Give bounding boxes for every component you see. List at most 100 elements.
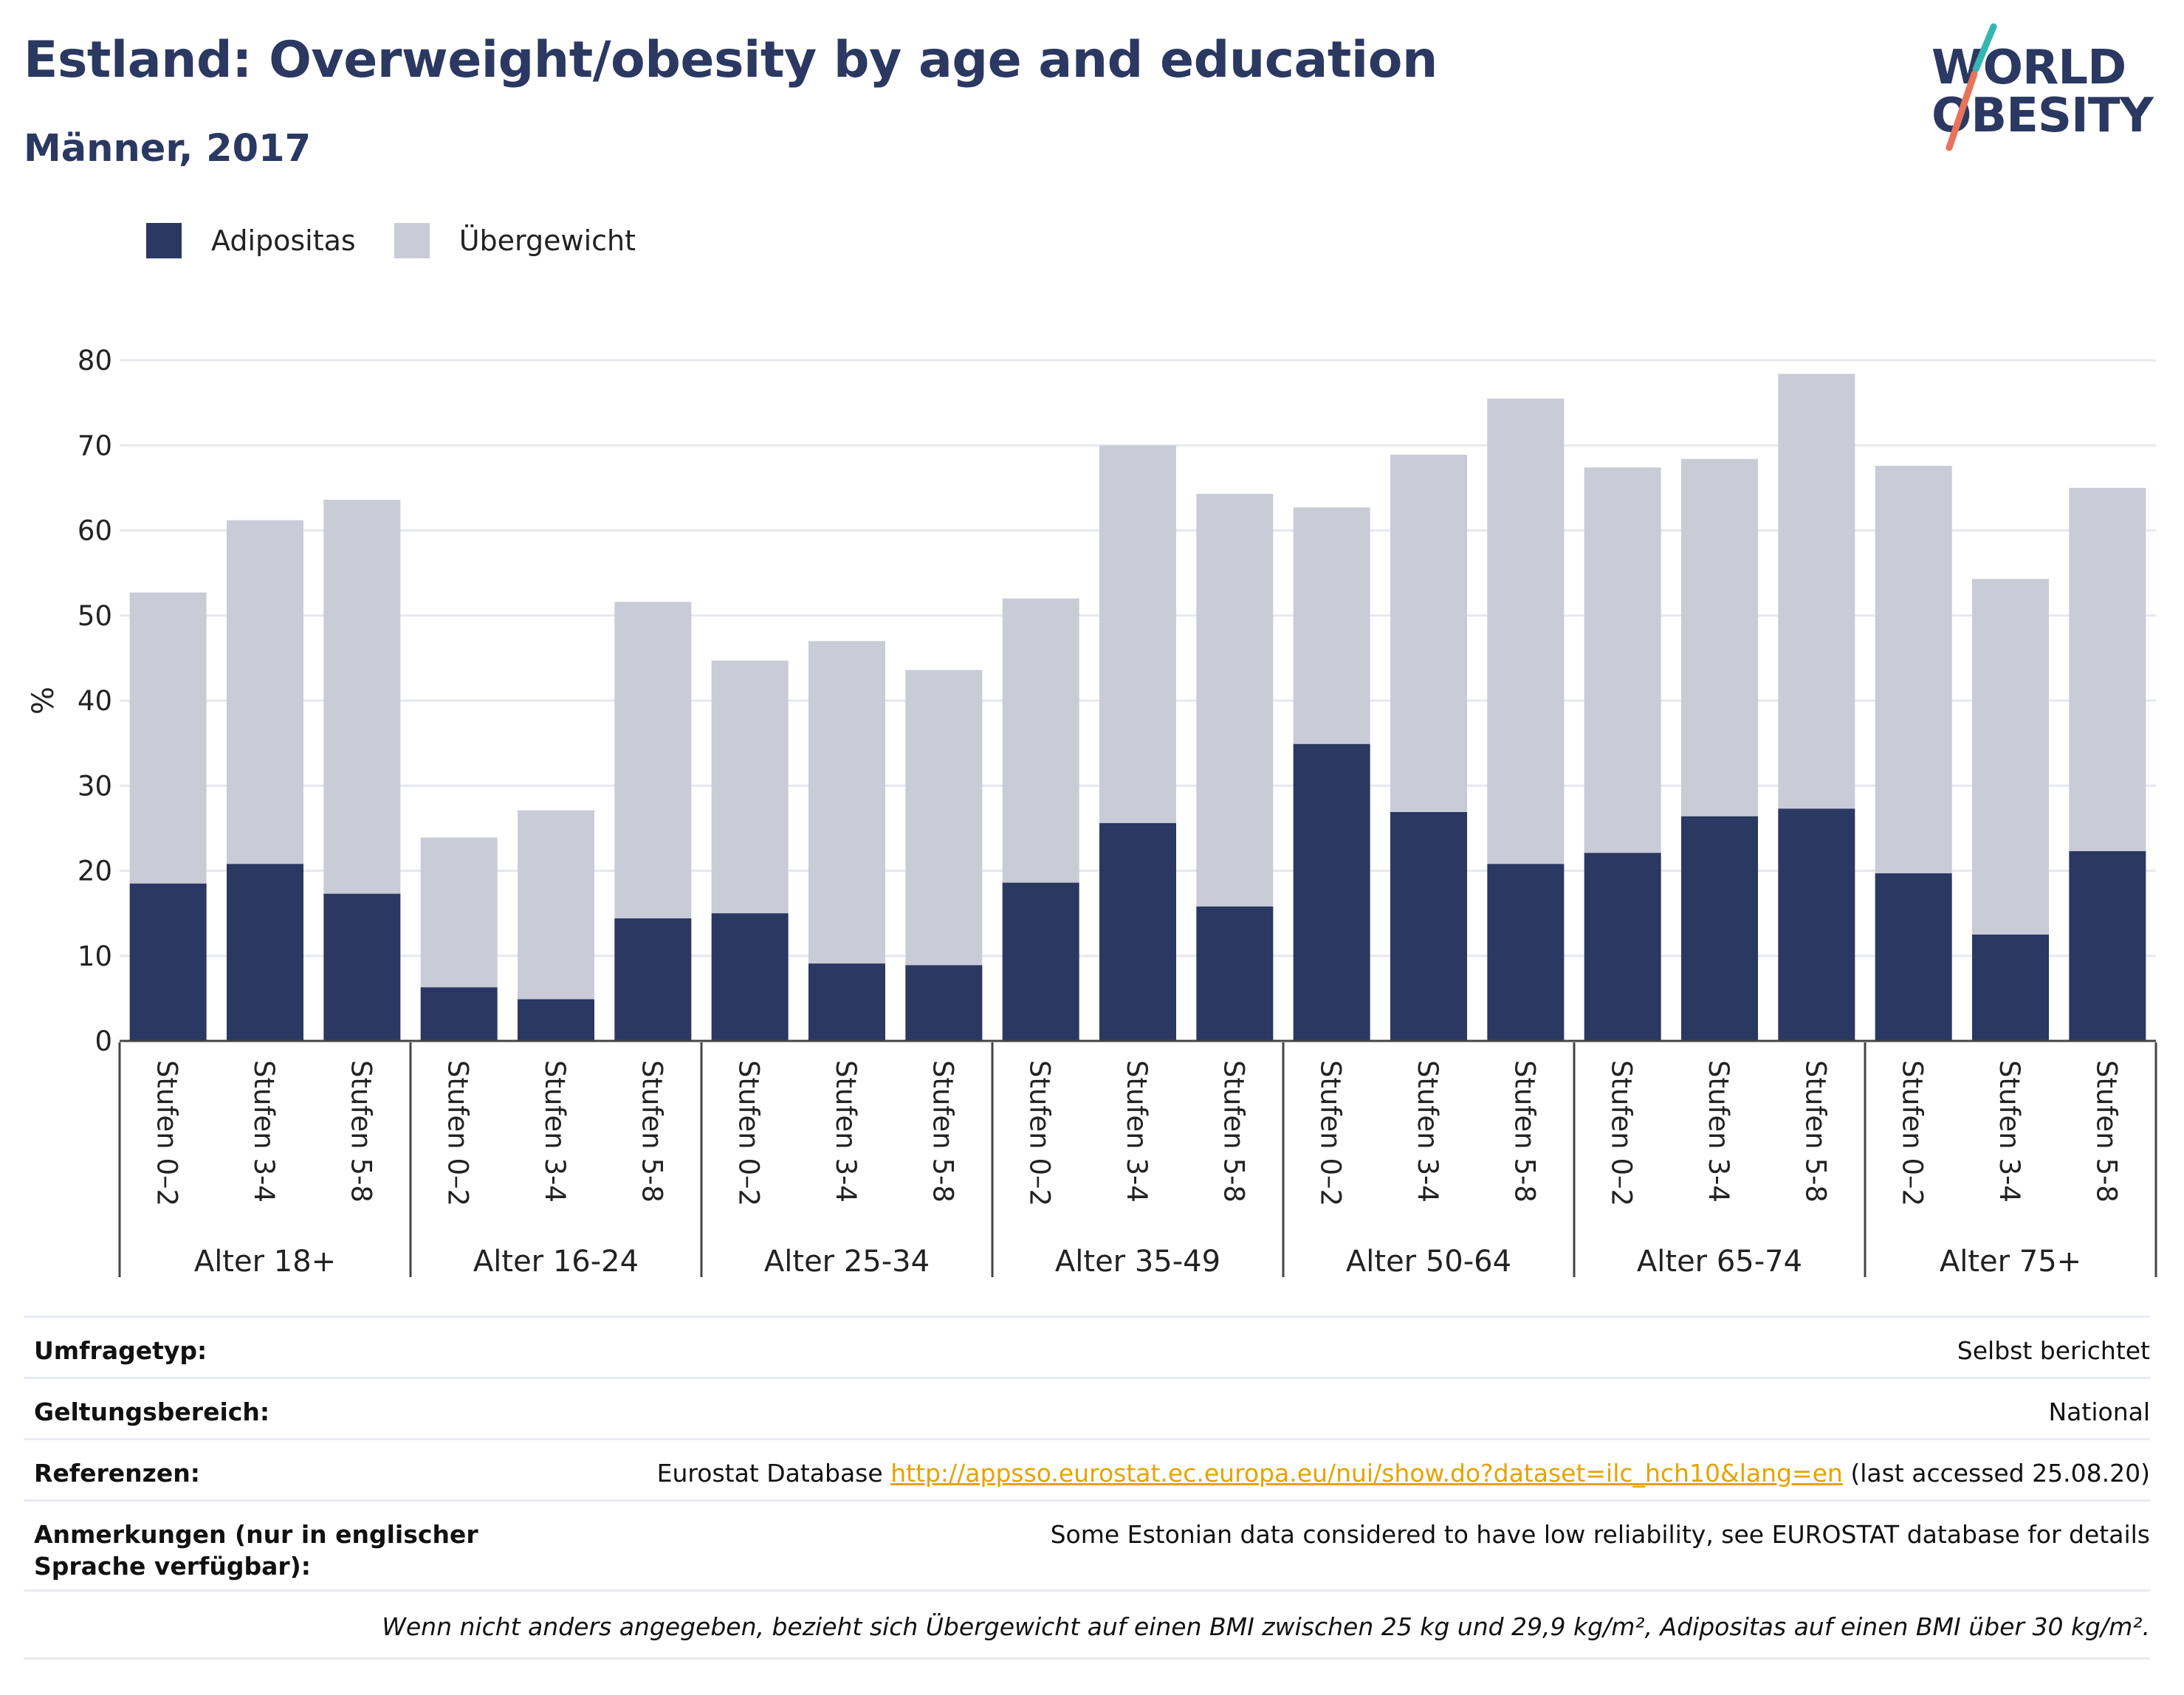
info-row-notes: Anmerkungen (nur in englischer Sprache v… [24, 1499, 2150, 1589]
x-tick-label: Stufen 0–2 [151, 1060, 183, 1206]
info-table: Umfragetyp: Selbst berichtet Geltungsber… [24, 1316, 2150, 1660]
notes-label: Anmerkungen (nur in englischer Sprache v… [34, 1520, 478, 1581]
info-row-coverage: Geltungsbereich: National [24, 1377, 2150, 1438]
y-tick-label: 10 [78, 941, 112, 972]
y-tick-label: 80 [78, 345, 112, 377]
x-tick-label: Stufen 3-4 [1121, 1060, 1153, 1203]
bar-adipositas [808, 963, 885, 1041]
x-tick-label: Stufen 5-8 [1508, 1060, 1540, 1203]
info-row-references: Referenzen: Eurostat Database http://app… [24, 1438, 2150, 1499]
bmi-footnote: Wenn nicht anders angegeben, bezieht sic… [24, 1589, 2150, 1660]
x-tick-label: Stufen 3-4 [1703, 1060, 1734, 1203]
y-tick-label: 50 [78, 600, 112, 632]
y-tick-label: 70 [78, 430, 112, 461]
bar-uebergewicht [711, 660, 789, 914]
x-tick-label: Stufen 5-8 [345, 1060, 377, 1203]
x-tick-label: Stufen 3-4 [1412, 1060, 1443, 1203]
y-tick-label: 0 [95, 1025, 112, 1057]
bar-adipositas [1487, 864, 1565, 1041]
world-obesity-logo: WORLD OBESITY [1920, 22, 2163, 155]
bar-adipositas [614, 918, 692, 1041]
references-value: Eurostat Database http://appsso.eurostat… [657, 1458, 2150, 1490]
chart-legend: Adipositas Übergewicht [146, 221, 674, 260]
bar-uebergewicht [129, 592, 207, 884]
bar-adipositas [1584, 853, 1661, 1041]
bar-adipositas [323, 893, 401, 1041]
bar-uebergewicht [905, 670, 983, 966]
bar-adipositas [227, 864, 303, 1041]
references-link[interactable]: http://appsso.eurostat.ec.europa.eu/nui/… [890, 1459, 1843, 1488]
bar-uebergewicht [1390, 454, 1467, 812]
bar-uebergewicht [1196, 493, 1274, 907]
notes-value: Some Estonian data considered to have lo… [1050, 1520, 2150, 1549]
legend-label-adipositas: Adipositas [211, 224, 356, 257]
bar-uebergewicht [1681, 458, 1758, 816]
y-axis-label: % [27, 687, 61, 715]
y-tick-label: 60 [78, 515, 112, 547]
coverage-label: Geltungsbereich: [34, 1397, 270, 1426]
chart-title: Estland: Overweight/obesity by age and e… [24, 31, 1438, 89]
x-tick-label: Stufen 5-8 [1799, 1060, 1831, 1203]
x-tick-label: Stufen 3-4 [248, 1060, 280, 1203]
y-tick-label: 40 [78, 685, 112, 717]
bar-uebergewicht [808, 641, 885, 964]
logo-slash-icon [1946, 23, 1997, 151]
bar-adipositas [518, 999, 594, 1041]
bar-uebergewicht [1002, 598, 1079, 883]
bar-uebergewicht [1875, 465, 1952, 873]
bar-uebergewicht [1487, 398, 1565, 864]
bar-adipositas [1778, 808, 1855, 1041]
group-label: Alter 16-24 [473, 1245, 639, 1279]
x-tick-label: Stufen 5-8 [927, 1060, 958, 1203]
bar-uebergewicht [1099, 445, 1176, 823]
bar-uebergewicht [227, 520, 303, 864]
group-label: Alter 35-49 [1055, 1245, 1220, 1279]
legend-label-uebergewicht: Übergewicht [459, 224, 636, 257]
bar-adipositas [1196, 906, 1274, 1041]
group-label: Alter 65-74 [1637, 1245, 1802, 1279]
stacked-bar-chart: 0 10 20 30 40 50 60 70 80% Stufen 0–2 Stufen 3-4 St… [27, 345, 2157, 1279]
bar-adipositas [129, 883, 207, 1041]
references-suffix: (last accessed 25.08.20) [1850, 1459, 2150, 1488]
bar-adipositas [1099, 822, 1176, 1041]
bar-adipositas [905, 965, 983, 1041]
references-label: Referenzen: [34, 1459, 200, 1488]
bar-adipositas [1293, 743, 1370, 1041]
bar-uebergewicht [323, 500, 401, 894]
bar-adipositas [420, 987, 498, 1041]
bar-adipositas [1875, 873, 1952, 1041]
x-tick-label: Stufen 5-8 [1218, 1060, 1249, 1203]
x-tick-label: Stufen 0–2 [1606, 1060, 1638, 1206]
bar-uebergewicht [614, 602, 692, 919]
bar-uebergewicht [518, 810, 594, 1000]
x-tick-label: Stufen 0–2 [1315, 1060, 1347, 1206]
y-tick-label: 20 [78, 856, 112, 887]
group-label: Alter 18+ [194, 1245, 336, 1279]
legend-item-uebergewicht[interactable]: Übergewicht [394, 223, 636, 258]
x-tick-label: Stufen 0–2 [1897, 1060, 1929, 1206]
references-prefix: Eurostat Database [656, 1459, 883, 1488]
info-row-survey-type: Umfragetyp: Selbst berichtet [24, 1316, 2150, 1377]
chart-subtitle: Männer, 2017 [24, 127, 312, 171]
bar-adipositas [2069, 850, 2146, 1041]
bar-uebergewicht [1972, 579, 2049, 935]
y-tick-label: 30 [78, 770, 112, 802]
group-label: Alter 25-34 [764, 1245, 930, 1279]
survey-type-label: Umfragetyp: [34, 1336, 207, 1365]
bar-uebergewicht [1778, 374, 1855, 809]
logo-text-world: WORLD [1931, 41, 2126, 95]
group-label: Alter 75+ [1940, 1245, 2081, 1279]
x-tick-label: Stufen 0–2 [1024, 1060, 1056, 1206]
survey-type-value: Selbst berichtet [1957, 1336, 2150, 1365]
bar-adipositas [1681, 816, 1758, 1041]
group-label: Alter 50-64 [1346, 1245, 1511, 1279]
bar-adipositas [1002, 882, 1079, 1041]
bar-uebergewicht [1584, 467, 1661, 853]
coverage-value: National [2048, 1397, 2150, 1426]
bar-adipositas [1390, 811, 1467, 1041]
bar-adipositas [711, 913, 789, 1041]
bar-uebergewicht [420, 837, 498, 988]
bar-uebergewicht [2069, 487, 2146, 851]
x-tick-label: Stufen 5-8 [636, 1060, 667, 1203]
legend-item-adipositas[interactable]: Adipositas [146, 223, 356, 258]
